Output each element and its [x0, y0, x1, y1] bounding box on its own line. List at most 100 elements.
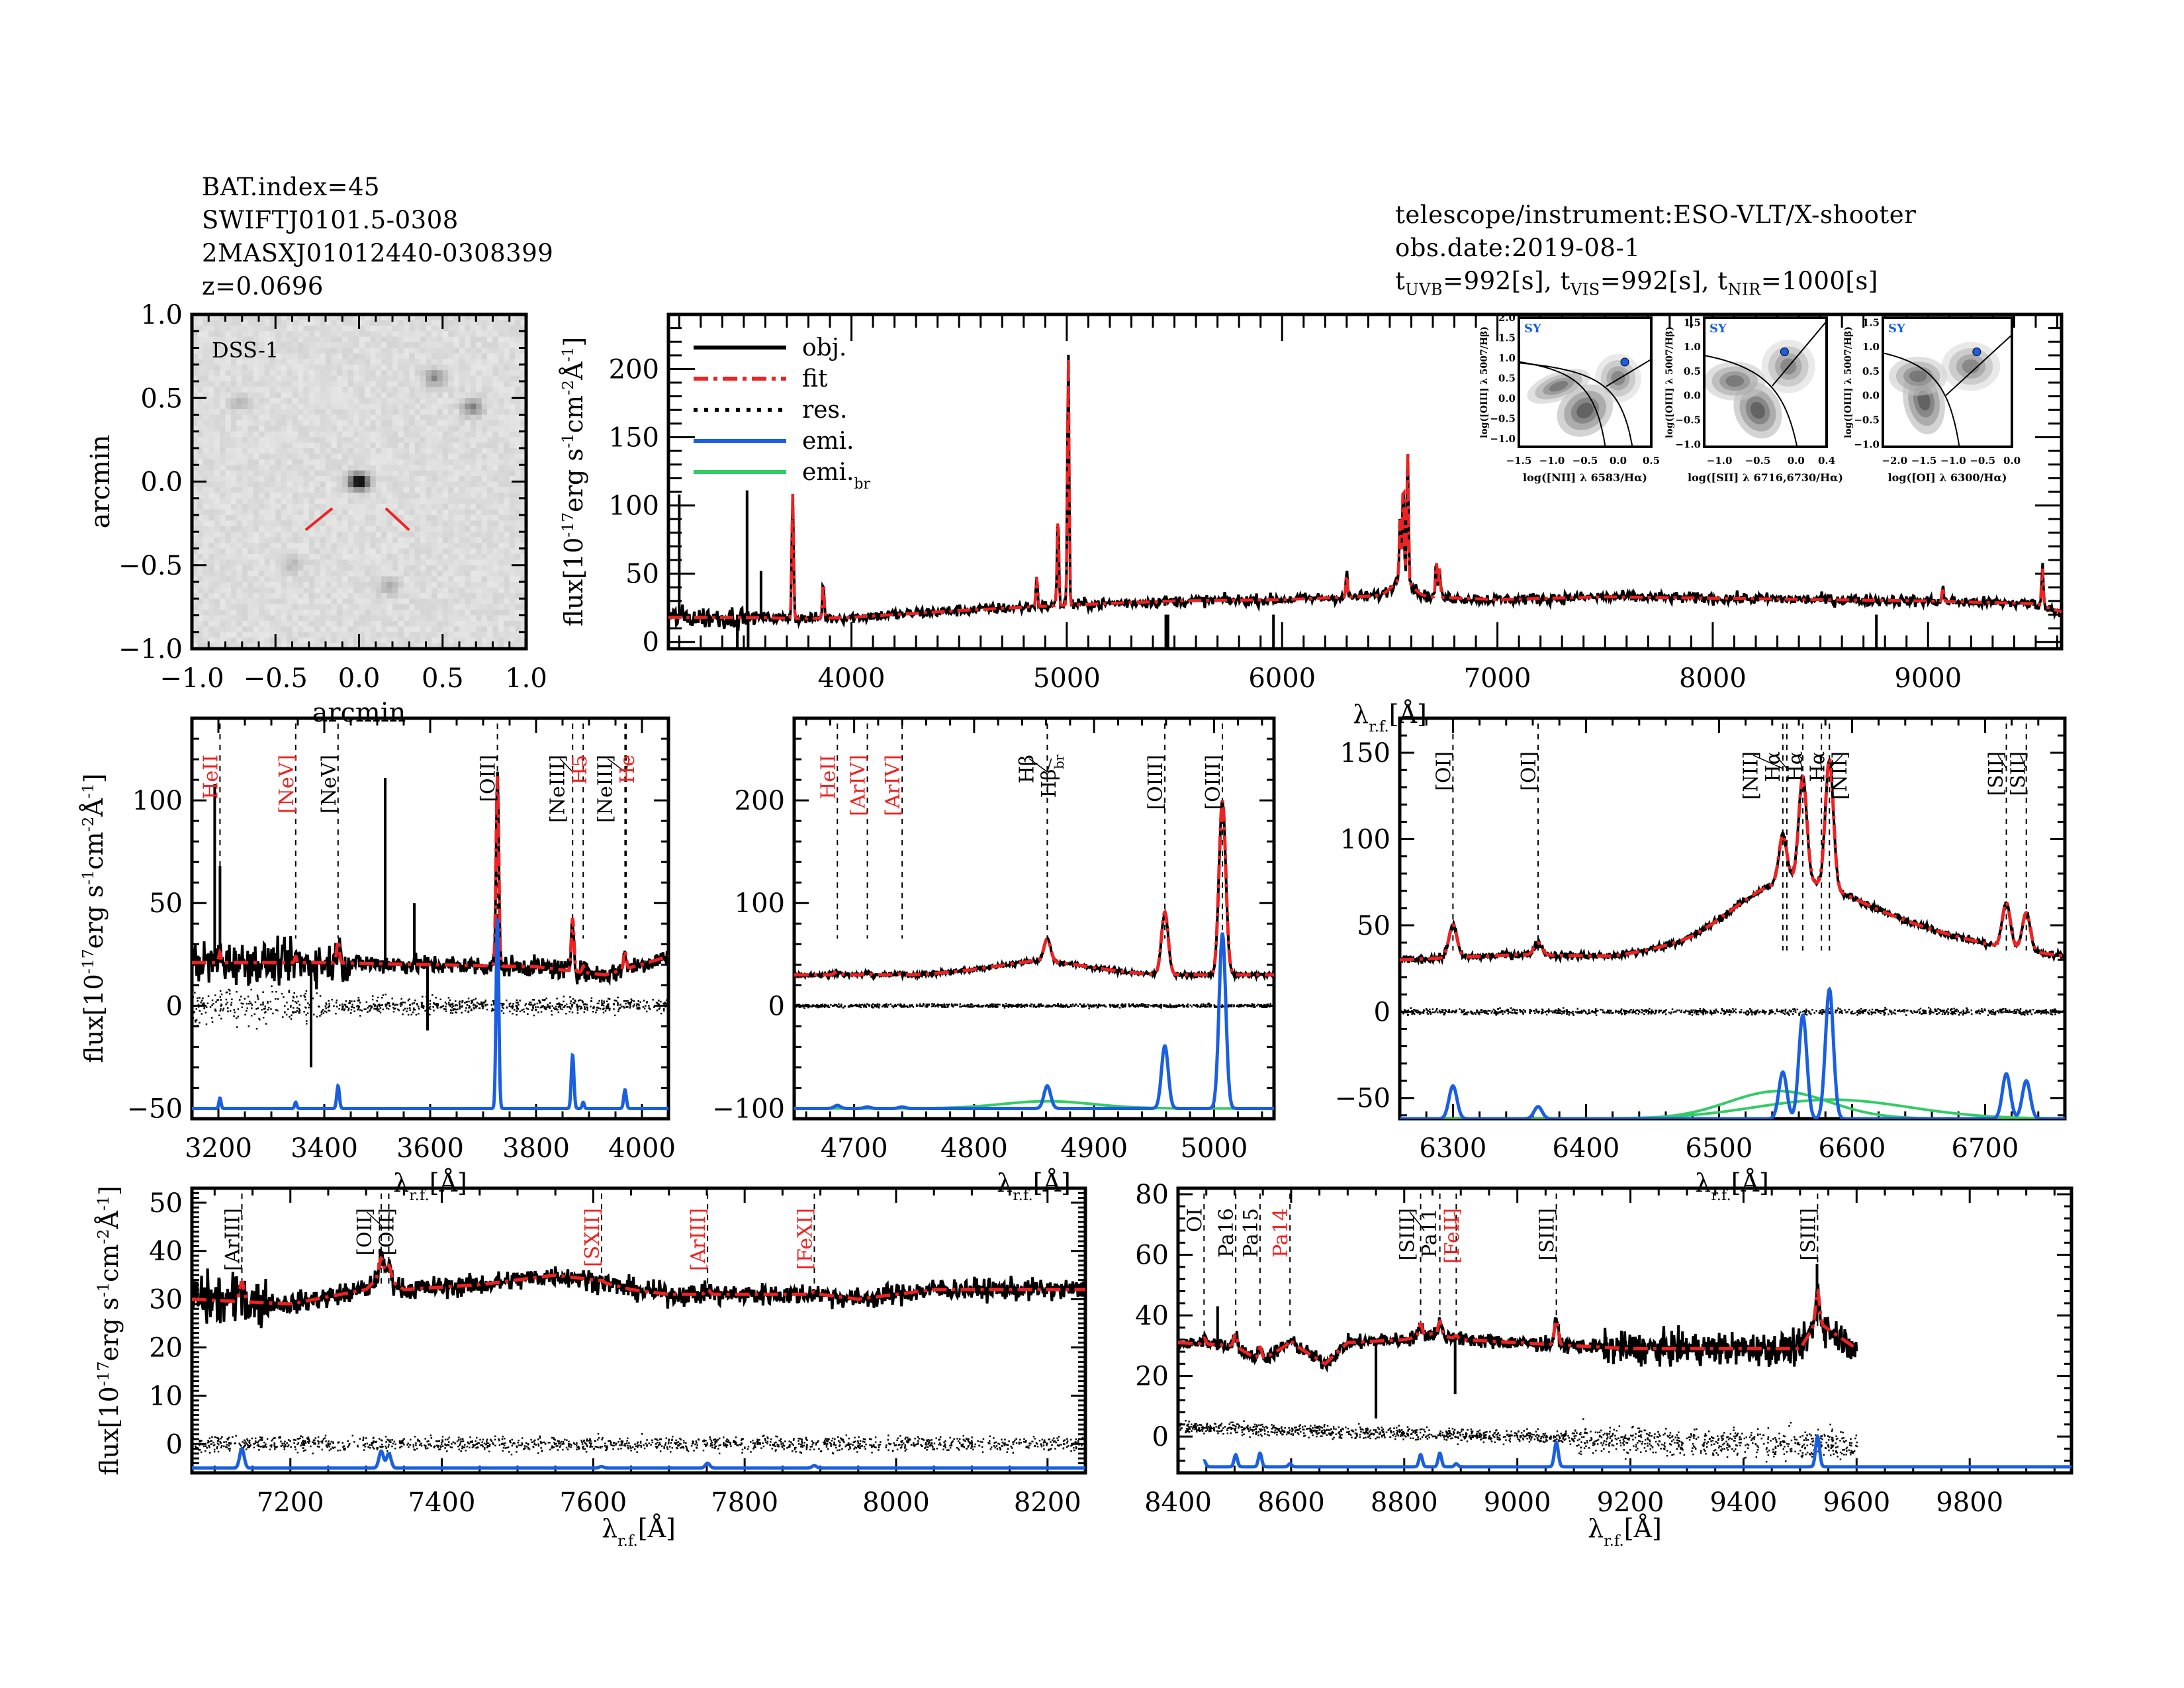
image-pixel	[214, 576, 220, 583]
label-leader	[2020, 755, 2027, 769]
image-pixel	[342, 414, 349, 421]
image-pixel	[220, 620, 226, 627]
image-pixel	[248, 509, 254, 516]
image-pixel	[409, 370, 416, 377]
image-pixel	[220, 476, 226, 483]
image-pixel	[259, 548, 265, 555]
image-pixel	[442, 476, 449, 483]
image-pixel	[420, 342, 427, 349]
image-pixel	[303, 498, 310, 504]
image-pixel	[459, 571, 466, 577]
image-pixel	[387, 487, 393, 493]
image-pixel	[359, 565, 365, 571]
image-pixel	[225, 431, 232, 438]
image-pixel	[248, 364, 254, 371]
image-pixel	[515, 331, 522, 338]
image-pixel	[515, 453, 522, 460]
image-pixel	[297, 582, 304, 588]
image-pixel	[269, 587, 276, 594]
image-pixel	[314, 387, 321, 393]
x-tick-label: 6300	[1420, 1133, 1487, 1164]
image-pixel	[437, 370, 443, 377]
image-pixel	[426, 398, 432, 404]
image-pixel	[481, 325, 488, 332]
image-pixel	[375, 587, 382, 594]
object-spectrum	[1400, 758, 2065, 966]
image-pixel	[470, 620, 477, 627]
image-pixel	[269, 331, 276, 338]
image-pixel	[331, 582, 338, 588]
image-pixel	[336, 364, 343, 371]
image-pixel	[326, 442, 332, 449]
image-pixel	[426, 592, 432, 599]
image-pixel	[248, 314, 254, 321]
image-pixel	[431, 492, 437, 499]
image-pixel	[387, 582, 393, 588]
image-pixel	[320, 565, 326, 571]
image-pixel	[364, 637, 371, 644]
line-label: [SIII]	[1797, 1208, 1820, 1261]
image-pixel	[342, 498, 349, 504]
image-pixel	[326, 375, 332, 382]
image-pixel	[248, 626, 254, 633]
image-pixel	[370, 431, 377, 438]
image-pixel	[230, 632, 237, 638]
image-pixel	[336, 392, 343, 399]
image-pixel	[303, 448, 310, 455]
image-pixel	[259, 509, 265, 516]
image-pixel	[509, 375, 516, 382]
image-pixel	[520, 414, 527, 421]
fit-model	[192, 776, 668, 977]
image-pixel	[492, 543, 499, 549]
image-pixel	[308, 364, 315, 371]
bpt-panel-bpt-sii: SY−1.0 −0.5 0.0 0.4−1.0−0.50.00.51.01.5log(…	[1664, 316, 1843, 484]
image-pixel	[326, 487, 332, 493]
image-pixel	[336, 626, 343, 633]
image-pixel	[359, 314, 365, 321]
image-pixel	[504, 314, 510, 321]
image-pixel	[359, 553, 365, 560]
image-pixel	[426, 637, 432, 644]
image-pixel	[303, 437, 310, 444]
image-pixel	[492, 342, 499, 349]
image-pixel	[259, 626, 265, 633]
image-pixel	[197, 492, 204, 499]
label-part: [Å]	[1389, 700, 1427, 729]
image-pixel	[220, 615, 226, 622]
image-pixel	[442, 509, 449, 516]
image-pixel	[431, 592, 437, 599]
image-pixel	[420, 320, 427, 326]
image-pixel	[387, 604, 393, 610]
image-pixel	[453, 459, 460, 465]
image-pixel	[492, 481, 499, 488]
image-pixel	[197, 620, 204, 627]
image-pixel	[409, 487, 416, 493]
x-tick-label: 6600	[1819, 1133, 1886, 1164]
line-label: Hα	[1784, 751, 1807, 782]
image-pixel	[248, 637, 254, 644]
image-pixel	[476, 576, 482, 583]
x-tick-label: 4700	[821, 1133, 888, 1164]
image-pixel	[275, 487, 282, 493]
image-pixel	[308, 632, 315, 638]
image-pixel	[364, 359, 371, 365]
t-nir: 1000[s]	[1782, 267, 1878, 295]
image-pixel	[353, 548, 360, 555]
image-pixel	[347, 442, 354, 449]
image-pixel	[292, 364, 298, 371]
image-pixel	[208, 576, 215, 583]
image-pixel	[414, 553, 421, 560]
image-pixel	[398, 470, 404, 477]
image-pixel	[264, 515, 271, 522]
image-pixel	[459, 353, 466, 359]
image-pixel	[326, 431, 332, 438]
image-pixel	[303, 320, 310, 326]
image-pixel	[297, 626, 304, 633]
image-pixel	[225, 543, 232, 549]
image-pixel	[347, 643, 354, 649]
image-pixel	[414, 643, 421, 649]
image-pixel	[281, 465, 287, 471]
image-pixel	[381, 331, 388, 338]
image-pixel	[292, 426, 298, 432]
image-pixel	[392, 465, 399, 471]
